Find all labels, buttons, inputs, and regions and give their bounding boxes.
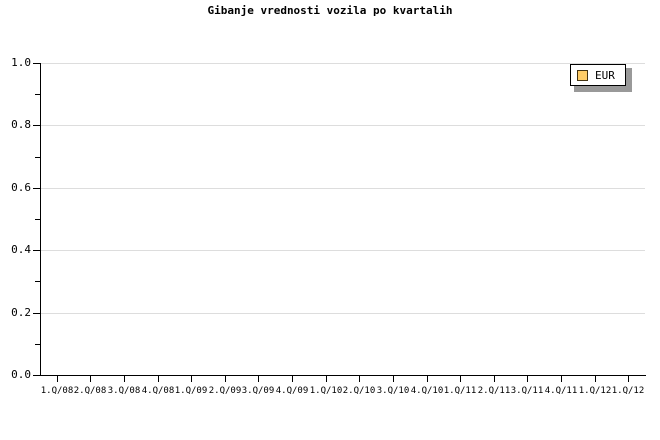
x-axis-tick	[258, 376, 259, 382]
y-axis-tick-label: 0.6	[11, 180, 31, 194]
y-axis-tick	[33, 312, 41, 314]
x-axis-tick	[359, 376, 360, 382]
y-axis-tick-label: 0.8	[11, 118, 31, 132]
x-axis-tick-label: 3.Q/10	[376, 386, 410, 396]
y-axis-minor-tick	[35, 281, 41, 283]
x-axis-tick	[124, 376, 125, 382]
x-axis-tick	[561, 376, 562, 382]
x-axis-tick-label: 4.Q/11	[544, 386, 578, 396]
gridline	[40, 63, 645, 64]
y-axis-tick	[33, 250, 41, 252]
gridline	[40, 187, 645, 189]
chart-title: Gibanje vrednosti vozila po kvartalih	[207, 4, 453, 17]
x-axis-tick	[326, 376, 327, 382]
y-axis-minor-tick	[35, 219, 41, 220]
x-axis-tick	[595, 376, 596, 382]
x-axis-tick-label: 2.Q/11	[477, 386, 511, 396]
x-axis-tick-label: 1.Q/08	[40, 386, 74, 396]
x-axis-tick	[628, 376, 629, 382]
x-axis-tick	[57, 376, 58, 382]
plot-background	[40, 63, 645, 375]
x-axis-tick-label: 1.Q/12	[611, 386, 645, 396]
y-axis-tick-label: 0.0	[11, 368, 31, 381]
x-axis-tick-label: 4.Q/08	[141, 386, 175, 396]
y-axis-tick	[33, 375, 41, 376]
legend-swatch-eur	[577, 69, 588, 81]
x-axis-tick	[292, 376, 293, 382]
y-axis-tick	[33, 125, 41, 127]
gridline	[40, 312, 645, 314]
x-axis-tick-label: 2.Q/08	[73, 386, 107, 396]
plot-area	[40, 63, 645, 375]
x-axis-tick-label: 3.Q/11	[510, 386, 544, 396]
x-axis-tick-label: 4.Q/10	[410, 386, 444, 396]
x-axis-tick-label: 1.Q/12	[578, 386, 612, 396]
x-axis-tick	[225, 376, 226, 382]
y-axis-minor-tick	[35, 343, 41, 345]
y-axis-tick	[33, 63, 41, 64]
x-axis-tick-label: 4.Q/09	[275, 386, 309, 396]
x-axis-tick-label: 3.Q/08	[107, 386, 141, 396]
x-axis-tick	[460, 376, 461, 382]
x-axis-tick	[158, 376, 159, 382]
x-axis-tick	[427, 376, 428, 382]
y-axis-tick	[33, 187, 41, 189]
legend-label-eur: EUR	[595, 68, 615, 82]
gridline	[40, 250, 645, 252]
x-axis-tick-label: 2.Q/10	[342, 386, 376, 396]
x-axis-tick-label: 2.Q/09	[208, 386, 242, 396]
y-axis-tick-label: 0.4	[11, 243, 31, 257]
x-axis-tick	[527, 376, 528, 382]
chart-legend[interactable]: EUR	[570, 64, 626, 86]
x-axis-tick	[90, 376, 91, 382]
x-axis-tick-label: 1.Q/09	[174, 386, 208, 396]
y-axis-tick-label: 1.0	[11, 56, 31, 69]
x-axis-tick	[191, 376, 192, 382]
x-axis-tick-label: 3.Q/09	[241, 386, 275, 396]
gridline	[40, 125, 645, 127]
y-axis-minor-tick	[35, 156, 41, 158]
y-axis-tick-label: 0.2	[11, 305, 31, 319]
x-axis-tick	[393, 376, 394, 382]
x-axis-tick	[494, 376, 495, 382]
x-axis-tick-label: 1.Q/11	[443, 386, 477, 396]
y-axis-minor-tick	[35, 94, 41, 96]
x-axis-tick-label: 1.Q/10	[309, 386, 343, 396]
x-axis-spine	[40, 375, 646, 376]
